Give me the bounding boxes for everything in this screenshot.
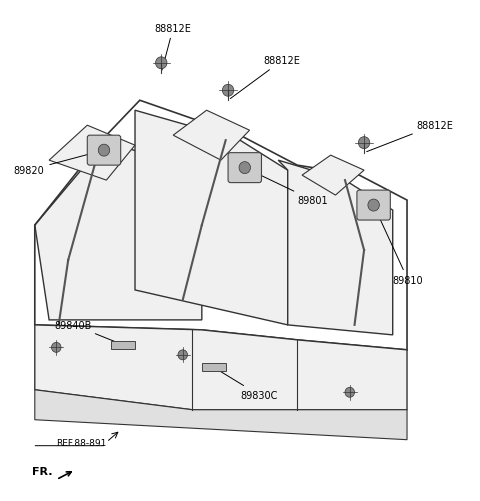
Polygon shape	[202, 364, 226, 372]
Polygon shape	[302, 156, 364, 196]
Circle shape	[178, 350, 188, 360]
Circle shape	[345, 387, 355, 397]
Polygon shape	[173, 111, 250, 161]
Polygon shape	[135, 111, 288, 325]
FancyBboxPatch shape	[357, 191, 390, 220]
Text: 89830C: 89830C	[216, 369, 277, 400]
Polygon shape	[35, 141, 202, 320]
Circle shape	[156, 58, 167, 70]
Polygon shape	[35, 325, 407, 410]
Polygon shape	[49, 126, 135, 181]
Polygon shape	[111, 341, 135, 349]
Circle shape	[51, 343, 61, 353]
Circle shape	[98, 145, 110, 157]
Text: 89810: 89810	[375, 208, 423, 286]
Circle shape	[359, 137, 370, 149]
Text: 88812E: 88812E	[367, 121, 454, 152]
Text: FR.: FR.	[33, 466, 53, 476]
Circle shape	[222, 85, 234, 97]
Polygon shape	[278, 161, 393, 335]
Circle shape	[368, 200, 379, 211]
Text: 89820: 89820	[13, 152, 101, 176]
Text: 88812E: 88812E	[155, 24, 192, 71]
Polygon shape	[35, 390, 407, 440]
Text: 89801: 89801	[247, 169, 328, 206]
Circle shape	[239, 162, 251, 174]
FancyBboxPatch shape	[228, 153, 262, 183]
FancyBboxPatch shape	[87, 136, 120, 166]
Text: REF.88-891: REF.88-891	[56, 438, 107, 447]
Text: 88812E: 88812E	[230, 56, 301, 99]
Text: 89840B: 89840B	[55, 320, 120, 344]
